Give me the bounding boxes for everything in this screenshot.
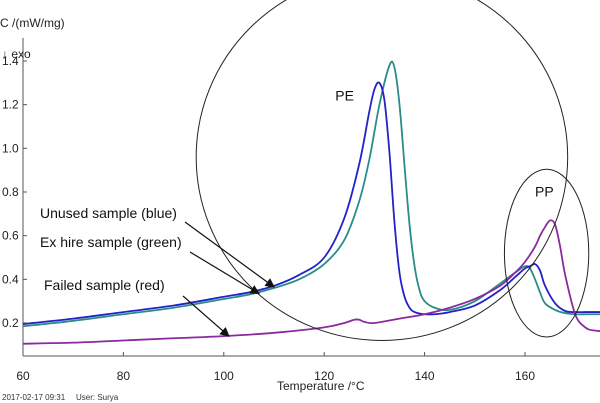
- series-layer: [22, 60, 600, 345]
- x-tick-label: 140: [415, 369, 435, 383]
- x-tick-label: 100: [214, 369, 234, 383]
- peak-ellipse-pe: [195, 0, 569, 341]
- annotation-arrow: [184, 221, 275, 288]
- annotation-label: Failed sample (red): [44, 277, 165, 293]
- x-tick-label: 120: [314, 369, 334, 383]
- y-tick-label: 1.2: [2, 98, 19, 112]
- y-tick-label: 0.4: [2, 272, 19, 286]
- annotation-label: Ex hire sample (green): [40, 234, 182, 250]
- x-tick-label: 160: [515, 369, 535, 383]
- series-line-1: [22, 81, 600, 325]
- peak-label-pe: PE: [335, 87, 354, 103]
- y-tick-label: 0.6: [2, 229, 19, 243]
- y-ticks: 0.2 0.4 0.6 0.8 1.0 1.2 1.4: [2, 54, 27, 330]
- peak-label-pp: PP: [535, 183, 554, 199]
- peak-ellipses: PE PP: [195, 0, 590, 341]
- annotation-arrow: [182, 295, 230, 337]
- x-tick-label: 60: [16, 369, 30, 383]
- peak-ellipse-pp: [503, 168, 590, 338]
- exo-label: ↓ exo: [2, 47, 31, 61]
- y-tick-label: 1.0: [2, 141, 19, 155]
- footer-user: User: Surya: [76, 393, 119, 402]
- series-line-2: [22, 219, 600, 345]
- x-ticks: 60 80 100 120 140 160: [16, 352, 535, 383]
- y-tick-label: 0.8: [2, 185, 19, 199]
- x-tick-label: 80: [117, 369, 131, 383]
- annotations: Unused sample (blue) Ex hire sample (gree…: [40, 205, 275, 337]
- y-axis-label: C /(mW/mg): [0, 16, 65, 30]
- x-axis-label: Temperature /°C: [277, 379, 365, 393]
- y-tick-label: 1.4: [2, 54, 19, 68]
- annotation-label: Unused sample (blue): [40, 205, 177, 221]
- series-line-0: [22, 60, 600, 328]
- y-tick-label: 0.2: [2, 316, 19, 330]
- annotation-arrow: [189, 251, 260, 295]
- footer-timestamp: 2017-02-17 09:31: [2, 393, 66, 402]
